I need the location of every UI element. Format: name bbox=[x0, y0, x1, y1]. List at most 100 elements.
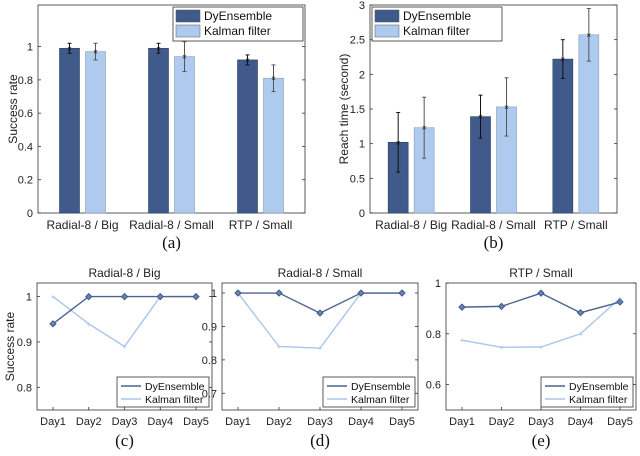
y-tick-label: 1 bbox=[435, 278, 441, 290]
panel-c: 0.8 0.9 1 Success rate Radial-8 / Big (c) Day1… bbox=[3, 266, 213, 450]
data-point bbox=[49, 320, 57, 328]
bar bbox=[263, 77, 284, 214]
x-tick-label: Day5 bbox=[183, 416, 209, 428]
bar bbox=[174, 56, 195, 214]
legend-label: DyEnsemble bbox=[403, 9, 471, 23]
legend-label: DyEnsemble bbox=[569, 381, 629, 393]
x-tick-label: Day3 bbox=[528, 416, 554, 428]
x-tick-label: Day1 bbox=[449, 416, 475, 428]
x-tick-label: Radial-8 / Big bbox=[46, 218, 118, 232]
data-point bbox=[357, 289, 365, 297]
y-tick-label: 0.6 bbox=[426, 380, 441, 392]
y-tick-label: 1 bbox=[27, 42, 33, 54]
x-tick-label: Day2 bbox=[489, 416, 515, 428]
y-tick-label: 0.8 bbox=[202, 355, 217, 367]
y-tick-label: 1 bbox=[26, 292, 32, 304]
chart-title: Radial-8 / Big bbox=[88, 266, 160, 280]
y-tick-label: 1.5 bbox=[350, 104, 365, 116]
y-tick-label: 1 bbox=[211, 288, 217, 300]
data-point bbox=[316, 309, 324, 317]
y-axis-label: Success rate bbox=[3, 311, 17, 381]
panel-caption: (a) bbox=[162, 233, 181, 252]
data-point bbox=[192, 292, 200, 301]
bar bbox=[148, 47, 169, 214]
x-tick-label: Day2 bbox=[76, 416, 102, 428]
mean-marker: × bbox=[504, 103, 509, 112]
x-tick-label: Day3 bbox=[112, 416, 138, 428]
bar bbox=[237, 59, 258, 214]
y-tick-label: 0.9 bbox=[202, 321, 217, 333]
data-point bbox=[156, 292, 164, 301]
y-tick-label: 0.6 bbox=[18, 108, 33, 120]
data-point bbox=[398, 289, 406, 297]
legend-swatch bbox=[374, 9, 400, 23]
data-point bbox=[458, 303, 466, 311]
data-point: + bbox=[122, 343, 127, 352]
legend-swatch bbox=[374, 24, 400, 38]
panel-caption: (c) bbox=[115, 431, 134, 450]
x-tick-label: Radial-8 / Big bbox=[375, 218, 447, 232]
data-point: + bbox=[51, 293, 56, 302]
legend-label: DyEnsemble bbox=[204, 9, 272, 23]
x-tick-label: Radial-8 / Small bbox=[451, 218, 536, 232]
legend-box bbox=[540, 376, 634, 408]
legend-label: DyEnsemble bbox=[351, 381, 411, 393]
x-tick-label: Day1 bbox=[225, 416, 251, 428]
data-point: + bbox=[578, 330, 583, 339]
x-tick-label: Radial-8 / Small bbox=[129, 218, 214, 232]
y-tick-label: 2 bbox=[359, 69, 365, 81]
legend-label: Kalman filter bbox=[569, 394, 628, 406]
y-tick-label: 0.8 bbox=[426, 329, 441, 341]
data-point: + bbox=[539, 343, 544, 352]
x-tick-label: Day3 bbox=[307, 416, 333, 428]
x-tick-label: Day5 bbox=[607, 416, 633, 428]
x-tick-label: RTP / Small bbox=[544, 218, 608, 232]
x-tick-label: Day1 bbox=[40, 416, 66, 428]
y-tick-label: 1 bbox=[359, 139, 365, 151]
legend-label: Kalman filter bbox=[351, 394, 410, 406]
legend-box bbox=[116, 376, 210, 408]
mean-marker: × bbox=[182, 53, 187, 62]
y-tick-label: 2.5 bbox=[350, 35, 365, 47]
mean-marker: × bbox=[271, 74, 276, 83]
data-point bbox=[85, 292, 93, 301]
bar bbox=[59, 47, 80, 214]
series-line bbox=[461, 297, 621, 348]
data-point bbox=[497, 302, 506, 311]
mean-marker: × bbox=[478, 113, 483, 122]
y-tick-label: 0 bbox=[27, 208, 33, 220]
legend-label: Kalman filter bbox=[204, 24, 271, 38]
x-tick-label: Day5 bbox=[389, 416, 415, 428]
data-point bbox=[537, 289, 545, 297]
mean-marker: × bbox=[422, 124, 427, 133]
legend-label: Kalman filter bbox=[145, 394, 204, 406]
data-point: + bbox=[318, 344, 323, 353]
y-tick-label: 0.2 bbox=[18, 175, 33, 187]
data-point bbox=[275, 289, 283, 297]
y-tick-label: 0.5 bbox=[350, 173, 365, 185]
panel-caption: (e) bbox=[532, 431, 551, 450]
bar bbox=[552, 58, 574, 214]
panel-caption: (b) bbox=[484, 233, 504, 252]
y-tick-label: 0.4 bbox=[18, 141, 33, 153]
y-axis-label: Success rate bbox=[6, 74, 20, 144]
x-tick-label: RTP / Small bbox=[229, 218, 293, 232]
mean-marker: × bbox=[67, 44, 72, 53]
data-point bbox=[234, 289, 242, 297]
y-tick-label: 0.8 bbox=[18, 75, 33, 87]
chart-title: RTP / Small bbox=[509, 266, 573, 280]
mean-marker: × bbox=[560, 55, 565, 64]
legend-label: Kalman filter bbox=[403, 24, 470, 38]
data-point: + bbox=[86, 320, 91, 329]
mean-marker: × bbox=[396, 138, 401, 147]
data-point: + bbox=[277, 343, 282, 352]
legend-label: DyEnsemble bbox=[145, 381, 205, 393]
x-tick-label: Day4 bbox=[147, 416, 173, 428]
